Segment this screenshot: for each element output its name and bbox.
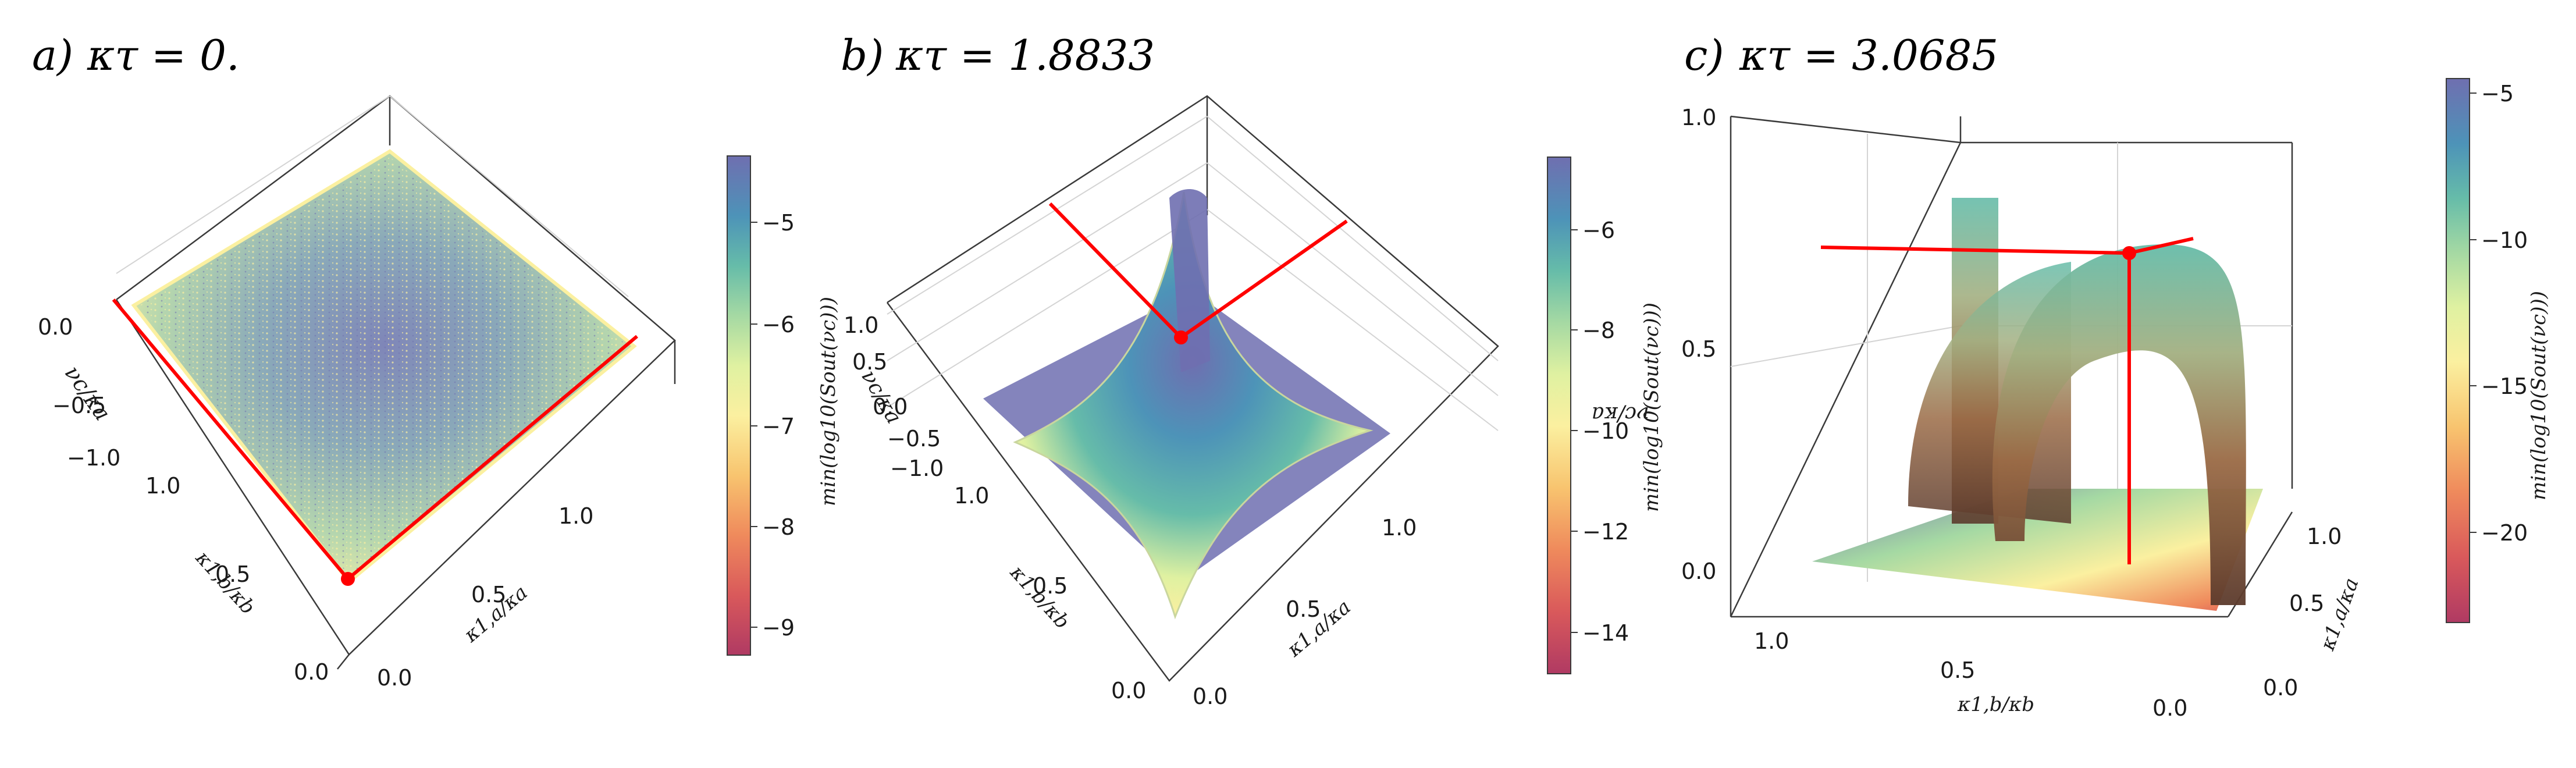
colorbar-tick: −6 bbox=[762, 312, 795, 337]
panel-b-label: b) bbox=[841, 31, 884, 80]
z-tick: −0.5 bbox=[52, 393, 106, 418]
panel-a-surface-texture bbox=[140, 157, 628, 576]
panel-c: c) κτ = 3.0685 0.0 bbox=[1592, 31, 2550, 721]
panel-a-y-ticks: 1.0 0.5 0.0 bbox=[145, 473, 329, 685]
colorbar-tick: −14 bbox=[1582, 620, 1629, 646]
panel-a-title: κτ = 0. bbox=[87, 31, 240, 80]
panel-b-grid bbox=[887, 116, 1499, 431]
panel-b-colorbar: −6 −8 −10 −12 −14 min(log10(Sout(νc))) bbox=[1547, 157, 1663, 674]
panel-b-highlight-lines bbox=[1048, 202, 1348, 339]
panel-b-spike bbox=[1169, 189, 1210, 372]
z-tick: 0.0 bbox=[873, 394, 908, 419]
panel-a: a) κτ = 0. 0.0 −0.5 −1.0 νc/κa 1.0 bbox=[32, 31, 840, 691]
y-tick: 0.0 bbox=[2152, 695, 2187, 721]
x-tick: 0.5 bbox=[1286, 596, 1321, 622]
colorbar-tick: −5 bbox=[2481, 81, 2514, 106]
x-tick: 1.0 bbox=[558, 503, 593, 529]
colorbar-tick: −6 bbox=[1582, 218, 1615, 243]
y-tick: 1.0 bbox=[1754, 628, 1789, 654]
panel-b-x-ticks: 0.0 0.5 1.0 bbox=[1193, 515, 1417, 709]
z-tick: 1.0 bbox=[1681, 105, 1716, 130]
z-tick: −1.0 bbox=[67, 445, 120, 471]
x-tick: 0.0 bbox=[2263, 675, 2298, 701]
panel-a-colorbar-label: min(log10(Sout(νc))) bbox=[817, 297, 840, 506]
panel-a-x-ticks: 0.0 0.5 1.0 bbox=[377, 503, 593, 691]
panel-b-surface bbox=[1013, 191, 1374, 620]
z-tick: 0.0 bbox=[1681, 559, 1716, 584]
panel-b-highlight-point bbox=[1174, 330, 1188, 344]
panel-c-arch-outer bbox=[1992, 244, 2246, 605]
y-tick: 0.5 bbox=[215, 561, 250, 587]
colorbar-tick: −9 bbox=[762, 615, 795, 641]
panel-c-x-ticks: 0.0 0.5 1.0 bbox=[2263, 524, 2342, 701]
z-tick: −1.0 bbox=[890, 456, 944, 481]
x-tick: 1.0 bbox=[2307, 524, 2342, 549]
colorbar-tick: −12 bbox=[1582, 519, 1629, 545]
panel-c-highlight-point bbox=[2122, 246, 2136, 260]
panel-c-colorbar: −5 −10 −15 −20 min(log10(Sout(νc))) bbox=[2446, 78, 2550, 623]
y-tick: 1.0 bbox=[145, 473, 180, 499]
z-tick: 0.5 bbox=[1681, 336, 1716, 362]
panel-a-label: a) bbox=[32, 31, 73, 80]
colorbar-tick: −8 bbox=[762, 514, 795, 540]
x-tick: 1.0 bbox=[1382, 515, 1417, 541]
panel-a-z-ticks: 0.0 −0.5 −1.0 bbox=[38, 314, 120, 471]
panel-b-title: κτ = 1.8833 bbox=[895, 31, 1155, 80]
panel-c-y-label: κ1,b/κb bbox=[1957, 693, 2034, 716]
panel-b: b) κτ = 1.8833 1.0 0.5 0.0 − bbox=[841, 31, 1663, 709]
panel-c-highlight-lines bbox=[1820, 237, 2194, 564]
colorbar-tick: −7 bbox=[762, 414, 795, 439]
panel-b-z-ticks: 1.0 0.5 0.0 −0.5 −1.0 bbox=[844, 312, 944, 481]
y-tick: 0.0 bbox=[1111, 678, 1146, 703]
z-tick: −0.5 bbox=[887, 426, 941, 451]
panel-c-title: κτ = 3.0685 bbox=[1739, 31, 1998, 80]
colorbar-tick: −8 bbox=[1582, 318, 1615, 343]
y-tick: 0.5 bbox=[1033, 573, 1068, 599]
panel-c-z-ticks: 0.0 0.5 1.0 bbox=[1681, 105, 1716, 584]
x-tick: 0.5 bbox=[471, 582, 506, 607]
panel-b-box bbox=[886, 95, 1499, 682]
x-tick: 0.0 bbox=[377, 665, 412, 691]
panel-c-z-label: νc/κa bbox=[1592, 402, 1649, 426]
colorbar-tick: −10 bbox=[2481, 227, 2528, 253]
colorbar-tick: −10 bbox=[1582, 418, 1629, 444]
panel-c-y-ticks: 1.0 0.5 0.0 bbox=[1754, 628, 2187, 721]
panel-b-colorbar-label: min(log10(Sout(νc))) bbox=[1640, 303, 1663, 512]
z-tick: 0.0 bbox=[38, 314, 73, 340]
panel-c-colorbar-label: min(log10(Sout(νc))) bbox=[2527, 291, 2550, 500]
panel-a-grid bbox=[116, 95, 629, 297]
x-tick: 0.5 bbox=[2289, 591, 2324, 616]
colorbar-tick: −20 bbox=[2481, 520, 2528, 546]
x-tick: 0.0 bbox=[1193, 684, 1227, 709]
panel-a-highlight-point bbox=[341, 572, 355, 586]
panel-a-colorbar: −5 −6 −7 −8 −9 min(log10(Sout(νc))) bbox=[727, 155, 840, 656]
panel-b-y-ticks: 1.0 0.5 0.0 bbox=[954, 483, 1146, 703]
panel-c-label: c) bbox=[1684, 31, 1724, 80]
y-tick: 0.5 bbox=[1940, 657, 1975, 683]
colorbar-tick: −5 bbox=[762, 210, 795, 236]
y-tick: 1.0 bbox=[954, 483, 989, 509]
colorbar-tick: −15 bbox=[2481, 374, 2528, 399]
z-tick: 1.0 bbox=[844, 312, 878, 338]
z-tick: 0.5 bbox=[852, 349, 887, 375]
panel-a-box bbox=[115, 95, 676, 670]
panel-c-floor bbox=[1812, 489, 2263, 611]
y-tick: 0.0 bbox=[294, 659, 329, 685]
